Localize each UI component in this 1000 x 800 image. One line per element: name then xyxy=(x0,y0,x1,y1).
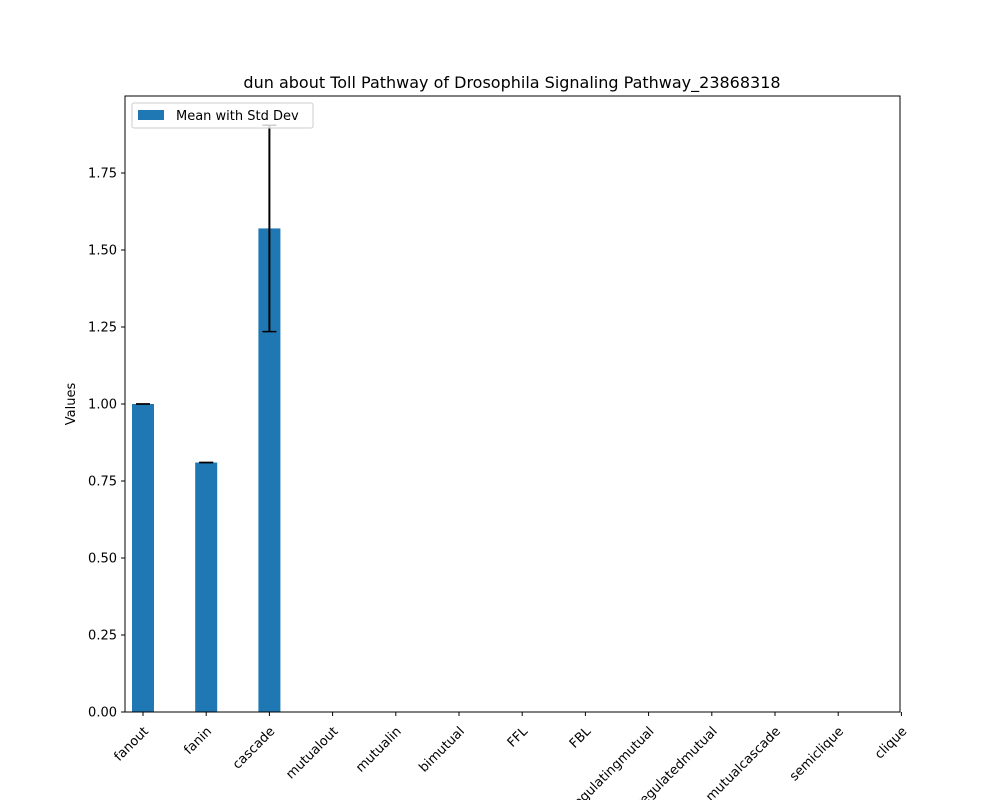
legend-frame xyxy=(131,102,314,129)
y-axis-label: Values xyxy=(64,383,79,426)
x-tick-label-mutualout: mutualout xyxy=(283,724,341,782)
x-tick-label-FBL: FBL xyxy=(567,724,595,752)
legend-label: Mean with Std Dev xyxy=(176,109,299,124)
y-tick-label: 1.50 xyxy=(88,244,117,259)
y-tick-label: 0.25 xyxy=(88,629,117,644)
chart-title: dun about Toll Pathway of Drosophila Sig… xyxy=(243,73,780,93)
bars-layer xyxy=(132,228,281,712)
y-tick-label: 1.25 xyxy=(88,321,117,336)
x-tick-label-fanout: fanout xyxy=(111,724,151,764)
y-axis: 0.00 0.25 0.50 0.75 1.00 1.25 1.50 1.75 xyxy=(88,167,125,721)
x-tick-label-clique: clique xyxy=(872,724,910,762)
y-tick-label: 1.75 xyxy=(88,167,117,182)
x-tick-label-fanin: fanin xyxy=(181,724,215,758)
y-tick-label: 0.75 xyxy=(88,475,117,490)
legend: Mean with Std Dev xyxy=(131,102,314,129)
x-tick-label-cascade: cascade xyxy=(230,724,278,772)
bar-fanin xyxy=(195,462,218,712)
legend-swatch xyxy=(138,110,164,120)
bar-fanout xyxy=(132,404,154,712)
y-tick-label: 1.00 xyxy=(88,398,117,413)
x-tick-label-semiclique: semiclique xyxy=(787,724,847,784)
error-bars-layer xyxy=(136,124,277,464)
y-tick-label: 0.50 xyxy=(88,552,117,567)
x-tick-label-FFL: FFL xyxy=(505,724,532,751)
x-tick-label-bimutual: bimutual xyxy=(416,724,467,775)
y-tick-label: 0.00 xyxy=(88,706,117,721)
x-tick-label-mutualin: mutualin xyxy=(353,724,404,775)
x-axis: fanout fanin cascade mutualout mutualin bimut… xyxy=(111,712,910,800)
plot-frame xyxy=(124,95,901,713)
bar-cascade xyxy=(258,228,281,712)
